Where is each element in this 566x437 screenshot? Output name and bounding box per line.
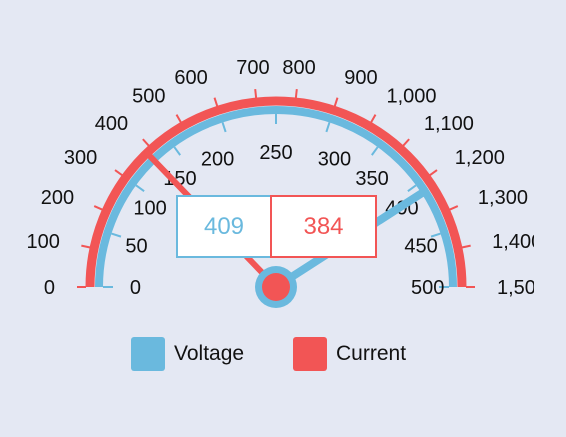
voltage-tick [407,184,417,193]
voltage-tick [173,146,182,156]
current-tick-label: 500 [132,86,165,108]
legend-label-voltage: Voltage [174,342,245,365]
legend-swatch-voltage [131,337,165,371]
voltage-tick [430,232,441,238]
current-tick [213,97,219,107]
current-tick-label: 1,000 [387,86,437,108]
current-tick [370,114,377,123]
current-tick [142,138,150,147]
current-tick [461,244,471,249]
current-tick-label: 700 [236,57,269,79]
current-tick-label: 300 [64,147,97,169]
current-tick-label: 200 [41,187,74,209]
voltage-tick [135,184,145,193]
current-tick-label: 1,300 [478,187,528,209]
gauge-hub-inner [262,273,290,301]
current-tick [333,97,339,107]
voltage-value: 409 [203,212,245,240]
voltage-tick [111,232,122,238]
legend: Voltage Current [0,336,566,372]
legend-label-current: Current [336,342,407,365]
current-tick-label: 400 [95,113,128,135]
current-tick [93,205,103,211]
current-tick [254,88,258,99]
voltage-tick-label: 50 [125,235,147,257]
voltage-tick [370,146,379,156]
voltage-tick-label: 150 [163,168,196,190]
voltage-tick-label: 0 [130,277,141,299]
current-tick-label: 0 [44,277,55,299]
current-tick-label: 600 [174,67,207,89]
current-value-box: 384 [270,195,377,258]
voltage-tick [325,122,331,133]
current-tick-label: 1,200 [455,147,505,169]
voltage-tick [221,122,227,133]
voltage-tick-label: 450 [404,235,437,257]
current-tick-label: 1,500 [497,277,547,299]
current-scale-arc [85,96,467,288]
voltage-tick-label: 500 [411,277,444,299]
voltage-scale-arc [95,106,457,288]
current-tick-label: 900 [344,67,377,89]
current-tick-label: 1,400 [492,231,542,253]
current-tick [81,244,91,249]
voltage-tick-label: 100 [133,198,166,220]
current-tick [114,169,123,177]
current-tick [175,114,182,123]
current-tick-label: 1,100 [424,113,474,135]
current-value: 384 [303,212,344,240]
current-tick [294,88,298,99]
voltage-tick-label: 250 [259,142,292,164]
voltage-value-box: 409 [176,195,272,258]
legend-item-voltage[interactable]: Voltage [131,336,244,372]
current-tick [449,205,459,211]
voltage-tick-label: 200 [201,149,234,171]
current-tick-label: 100 [26,231,59,253]
voltage-tick-label: 350 [355,168,388,190]
current-tick-label: 800 [282,57,315,79]
current-tick [402,138,410,147]
legend-item-current[interactable]: Current [293,336,406,372]
legend-swatch-current [293,337,327,371]
current-tick [429,169,438,177]
voltage-tick-label: 300 [318,149,351,171]
